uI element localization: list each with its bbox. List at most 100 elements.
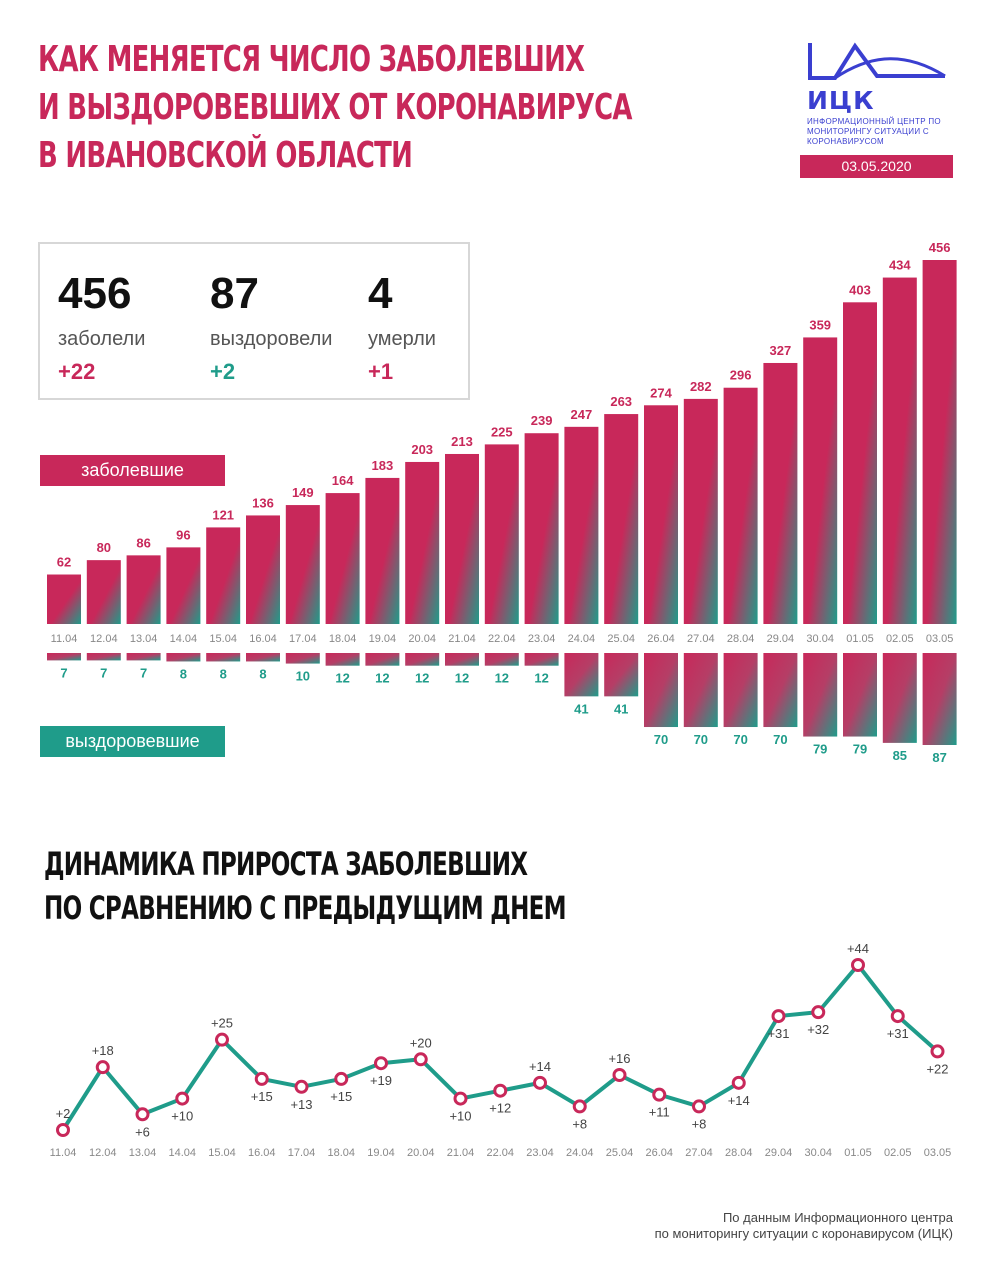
x-tick-label: 26.04 [647,633,675,645]
mountain-logo-icon [808,42,946,80]
x-tick-label: 19.04 [367,1147,395,1159]
growth-point [334,1071,349,1086]
growth-point [890,1009,905,1024]
infected-bar-label: 263 [610,394,632,409]
stat-value: 4 [368,269,393,318]
recovered-bar [524,653,559,666]
recovered-bar [325,653,360,666]
recovered-bar-label: 41 [614,701,628,716]
recovered-bar-label: 79 [813,742,827,757]
x-tick-label: 30.04 [804,1147,832,1159]
line-chart-title: ДИНАМИКА ПРИРОСТА ЗАБОЛЕВШИХ ПО СРАВНЕНИ… [44,842,567,930]
x-tick-label: 03.05 [924,1147,952,1159]
infected-bar-label: 434 [889,258,911,273]
recovered-bar-label: 87 [932,750,946,765]
recovered-bar [564,653,599,697]
infected-bar [644,405,678,624]
recovered-bar [803,653,838,737]
infected-bar [246,515,280,624]
stat-infected: 456 заболели +22 [58,270,145,385]
growth-point [453,1091,468,1106]
growth-point [215,1032,229,1047]
infected-bar [166,547,201,624]
infected-bar-label: 149 [292,485,314,500]
infected-bar-label: 274 [650,385,672,400]
recovered-bar-label: 7 [60,665,67,680]
infected-bar-label: 403 [849,282,871,297]
stat-deaths: 4 умерли +1 [368,270,436,385]
growth-point [851,958,865,972]
infected-bar-label: 359 [809,317,831,332]
infected-bar [524,433,559,624]
stats-box: 456 заболели +22 87 выздоровели +2 4 уме… [38,242,470,400]
recovered-bar [246,653,280,662]
recovered-bar [206,653,241,662]
infected-bar [285,505,320,624]
subtitle-line: ДИНАМИКА ПРИРОСТА ЗАБОЛЕВШИХ [44,845,528,883]
title-line: В ИВАНОВСКОЙ ОБЛАСТИ [38,135,413,176]
infected-bar [763,362,798,624]
date-badge: 03.05.2020 [800,155,953,178]
x-tick-label: 20.04 [407,1147,435,1159]
subtitle-line: ПО СРАВНЕНИЮ С ПРЕДЫДУЩИМ ДНЕМ [44,889,567,927]
growth-point [692,1099,706,1114]
x-tick-label: 23.04 [526,1147,554,1159]
x-tick-label: 30.04 [806,633,834,645]
x-tick-label: 15.04 [208,1147,236,1159]
x-tick-label: 29.04 [765,1147,793,1159]
source-line: по мониторингу ситуации с коронавирусом … [654,1226,953,1241]
recovered-bar [882,653,917,743]
x-tick-label: 02.05 [886,633,914,645]
infected-bar-label: 247 [571,407,593,422]
x-tick-label: 21.04 [448,633,476,645]
x-tick-label: 22.04 [486,1147,514,1159]
infected-bar-label: 225 [491,424,513,439]
x-tick-label: 22.04 [488,633,516,645]
growth-point [254,1071,269,1086]
growth-point [811,1005,826,1020]
growth-point [56,1123,70,1137]
x-tick-label: 15.04 [209,633,237,645]
recovered-bar [922,653,957,745]
infected-bar [922,260,957,624]
growth-point [533,1075,547,1090]
recovered-bar [285,653,320,664]
growth-point [572,1099,587,1114]
x-tick-label: 19.04 [369,633,397,645]
x-tick-label: 21.04 [447,1147,475,1159]
infected-bar-label: 239 [531,413,553,428]
x-tick-label: 24.04 [568,633,596,645]
bar-chart: 62 11.04 7 80 12.04 7 86 13.04 7 96 14.04 8 121 15.04… [47,240,957,765]
recovered-bar [166,653,201,662]
growth-point-label: +16 [608,1051,630,1066]
recovered-bar-label: 7 [140,665,147,680]
recovered-bar [405,653,440,666]
x-tick-label: 16.04 [248,1147,276,1159]
recovered-bar [763,653,798,728]
infected-bar-label: 62 [57,555,71,570]
growth-point-label: +31 [887,1026,909,1041]
infected-bar-label: 282 [690,379,712,394]
recovered-bar-label: 85 [893,748,907,763]
recovered-bar-label: 10 [296,669,310,684]
growth-point [294,1079,309,1094]
recovered-bar-label: 12 [335,671,349,686]
infected-bar-label: 121 [212,507,234,522]
infected-bar [47,574,81,624]
infected-bar-label: 86 [136,535,150,550]
growth-point-label: +18 [92,1043,114,1058]
infected-bar-label: 296 [730,368,752,383]
infected-bar [564,426,599,624]
recovered-bar-label: 8 [220,666,227,681]
recovered-bar [126,653,161,661]
growth-point [612,1068,627,1082]
infected-bar [604,414,639,624]
infected-bar [723,387,758,624]
growth-point-label: +10 [171,1109,193,1124]
growth-point [374,1056,388,1071]
infected-bar-label: 80 [97,540,111,555]
growth-point [135,1107,150,1122]
stat-label: выздоровели [210,328,333,350]
x-tick-label: 12.04 [89,1147,117,1159]
infected-bar-label: 164 [332,473,354,488]
